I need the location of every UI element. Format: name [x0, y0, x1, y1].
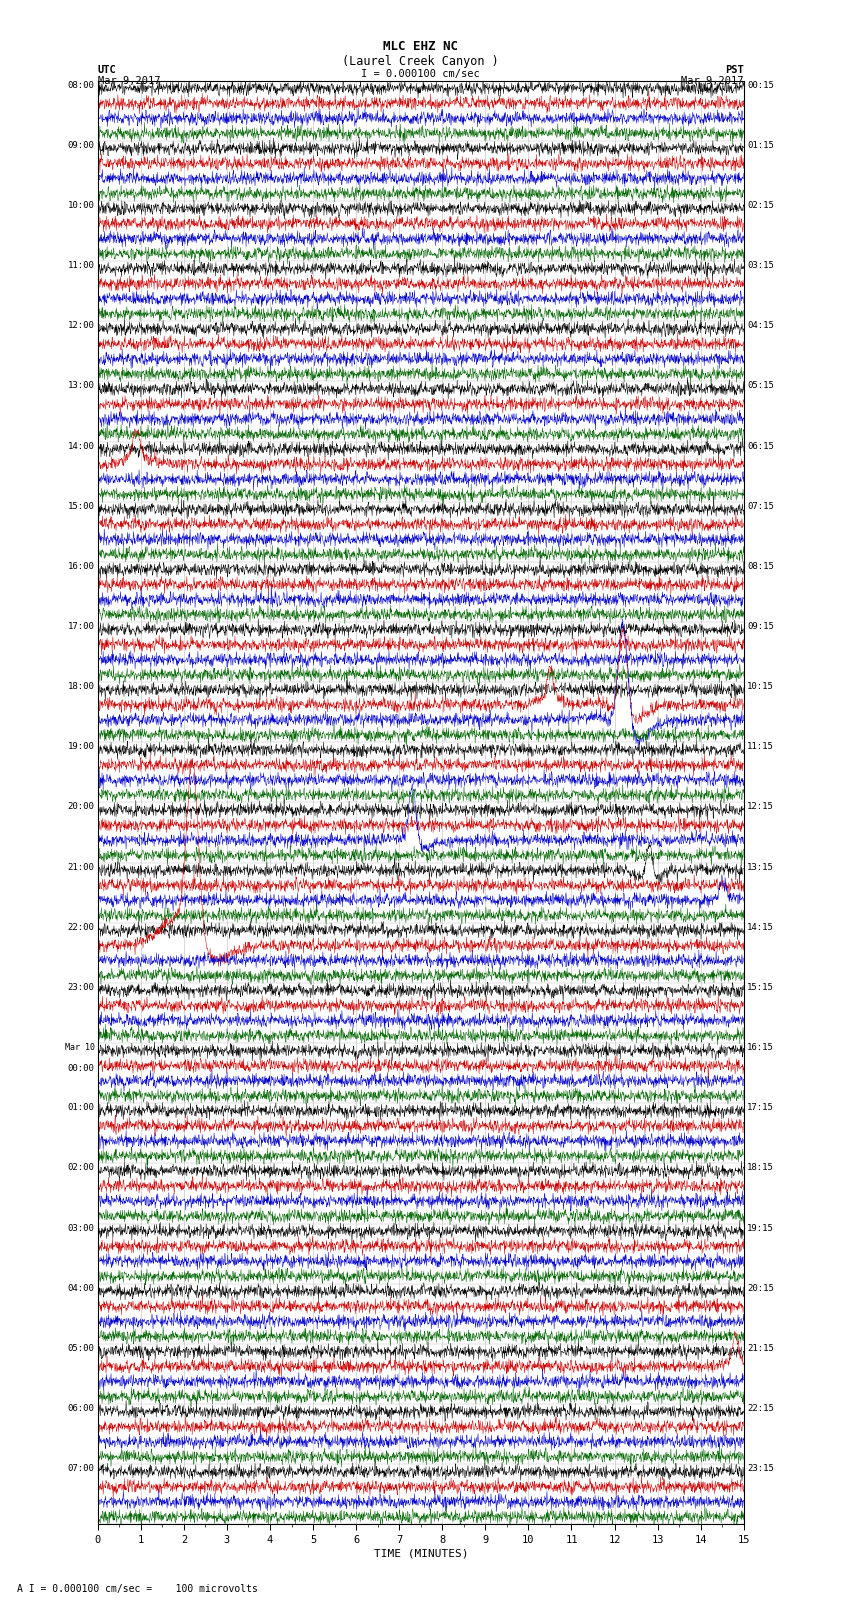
- Text: 13:15: 13:15: [747, 863, 774, 871]
- Text: 04:00: 04:00: [68, 1284, 94, 1292]
- Text: Mar 10: Mar 10: [65, 1044, 94, 1052]
- Text: 22:15: 22:15: [747, 1403, 774, 1413]
- Text: 05:00: 05:00: [68, 1344, 94, 1353]
- Text: MLC EHZ NC: MLC EHZ NC: [383, 40, 458, 53]
- Text: 19:00: 19:00: [68, 742, 94, 752]
- Text: Mar 9,2017: Mar 9,2017: [98, 76, 161, 85]
- Text: PST: PST: [725, 65, 744, 74]
- Text: 16:00: 16:00: [68, 561, 94, 571]
- Text: 07:00: 07:00: [68, 1465, 94, 1473]
- Text: 11:00: 11:00: [68, 261, 94, 269]
- X-axis label: TIME (MINUTES): TIME (MINUTES): [373, 1548, 468, 1558]
- Text: 06:15: 06:15: [747, 442, 774, 450]
- Text: 10:00: 10:00: [68, 202, 94, 210]
- Text: 14:15: 14:15: [747, 923, 774, 932]
- Text: 21:15: 21:15: [747, 1344, 774, 1353]
- Text: 09:15: 09:15: [747, 623, 774, 631]
- Text: Mar 9,2017: Mar 9,2017: [681, 76, 744, 85]
- Text: 15:00: 15:00: [68, 502, 94, 511]
- Text: 00:00: 00:00: [68, 1065, 94, 1073]
- Text: 13:00: 13:00: [68, 381, 94, 390]
- Text: 09:00: 09:00: [68, 140, 94, 150]
- Text: 22:00: 22:00: [68, 923, 94, 932]
- Text: 02:00: 02:00: [68, 1163, 94, 1173]
- Text: 07:15: 07:15: [747, 502, 774, 511]
- Text: 23:00: 23:00: [68, 982, 94, 992]
- Text: 03:15: 03:15: [747, 261, 774, 269]
- Text: I = 0.000100 cm/sec: I = 0.000100 cm/sec: [361, 69, 480, 79]
- Text: 12:00: 12:00: [68, 321, 94, 331]
- Text: 08:15: 08:15: [747, 561, 774, 571]
- Text: 17:15: 17:15: [747, 1103, 774, 1113]
- Text: 20:00: 20:00: [68, 802, 94, 811]
- Text: 18:00: 18:00: [68, 682, 94, 690]
- Text: 17:00: 17:00: [68, 623, 94, 631]
- Text: 08:00: 08:00: [68, 81, 94, 90]
- Text: 11:15: 11:15: [747, 742, 774, 752]
- Text: 05:15: 05:15: [747, 381, 774, 390]
- Text: A I = 0.000100 cm/sec =    100 microvolts: A I = 0.000100 cm/sec = 100 microvolts: [17, 1584, 258, 1594]
- Text: 19:15: 19:15: [747, 1224, 774, 1232]
- Text: UTC: UTC: [98, 65, 116, 74]
- Text: 02:15: 02:15: [747, 202, 774, 210]
- Text: 01:00: 01:00: [68, 1103, 94, 1113]
- Text: 14:00: 14:00: [68, 442, 94, 450]
- Text: 00:15: 00:15: [747, 81, 774, 90]
- Text: 20:15: 20:15: [747, 1284, 774, 1292]
- Text: 03:00: 03:00: [68, 1224, 94, 1232]
- Text: 01:15: 01:15: [747, 140, 774, 150]
- Text: 04:15: 04:15: [747, 321, 774, 331]
- Text: 16:15: 16:15: [747, 1044, 774, 1052]
- Text: 15:15: 15:15: [747, 982, 774, 992]
- Text: 18:15: 18:15: [747, 1163, 774, 1173]
- Text: 21:00: 21:00: [68, 863, 94, 871]
- Text: 12:15: 12:15: [747, 802, 774, 811]
- Text: (Laurel Creek Canyon ): (Laurel Creek Canyon ): [343, 55, 499, 68]
- Text: 06:00: 06:00: [68, 1403, 94, 1413]
- Text: 23:15: 23:15: [747, 1465, 774, 1473]
- Text: 10:15: 10:15: [747, 682, 774, 690]
